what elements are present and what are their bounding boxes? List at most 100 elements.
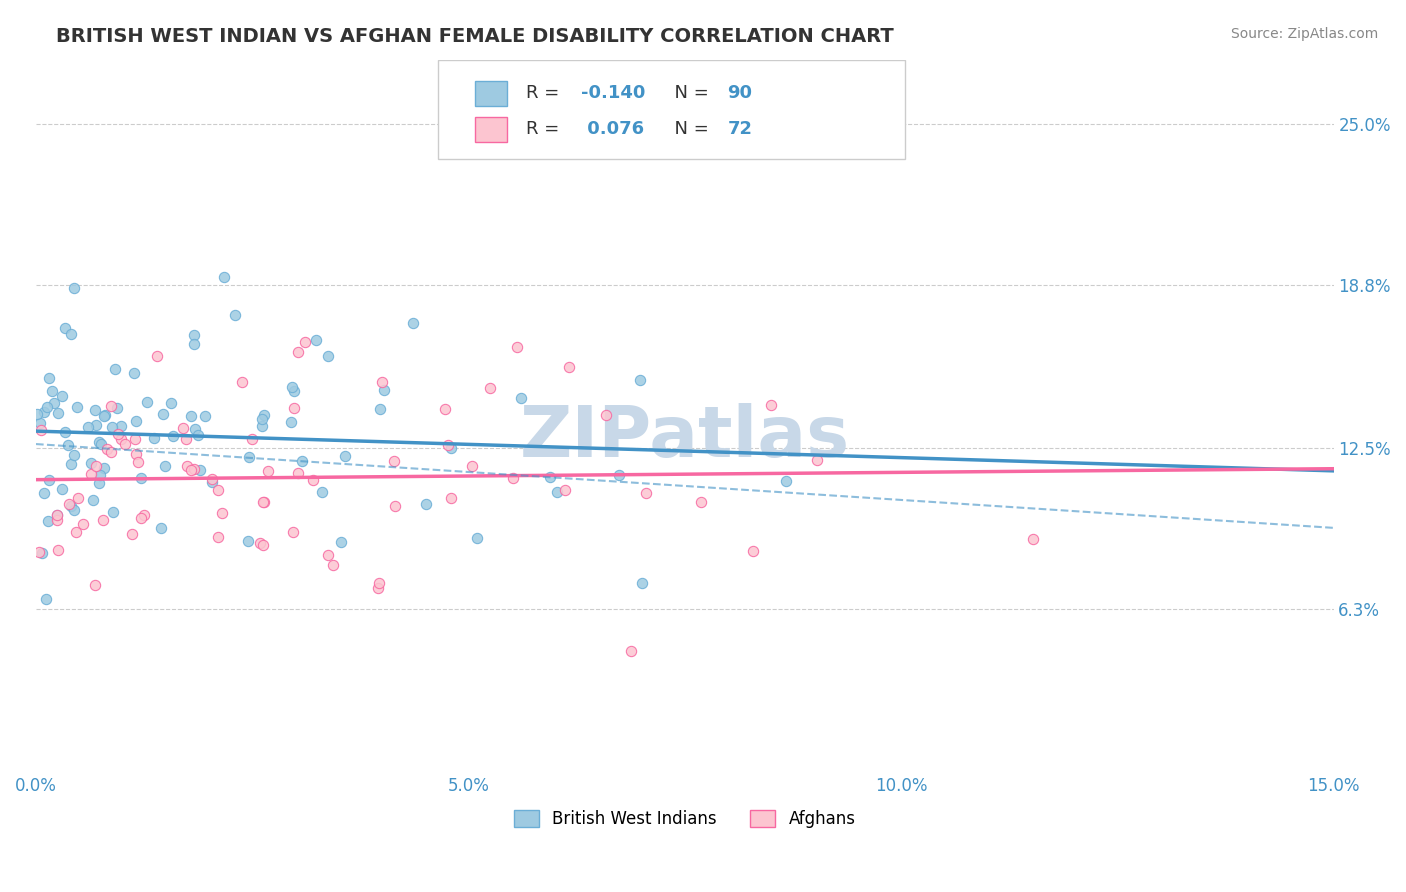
Point bbox=[371, 375, 394, 389]
Point bbox=[84, 417, 107, 432]
Point bbox=[368, 576, 391, 591]
Point bbox=[129, 510, 152, 524]
Point bbox=[761, 398, 783, 412]
Point bbox=[502, 471, 524, 485]
Point bbox=[91, 513, 114, 527]
Point bbox=[90, 436, 112, 450]
Point bbox=[302, 473, 325, 487]
FancyBboxPatch shape bbox=[474, 81, 508, 106]
Point bbox=[48, 406, 70, 420]
Text: R =: R = bbox=[526, 85, 565, 103]
Point bbox=[238, 450, 260, 464]
Point bbox=[31, 546, 53, 560]
Point bbox=[250, 412, 273, 426]
Point bbox=[127, 454, 149, 468]
Point bbox=[87, 434, 110, 449]
Point bbox=[287, 467, 309, 481]
Point bbox=[207, 483, 229, 497]
Point bbox=[110, 432, 132, 446]
Point bbox=[100, 444, 122, 458]
Point bbox=[122, 366, 145, 380]
Point bbox=[283, 525, 305, 540]
Point bbox=[231, 375, 253, 389]
Point bbox=[93, 409, 115, 424]
Point bbox=[89, 468, 111, 483]
Point bbox=[107, 426, 129, 441]
Text: N =: N = bbox=[662, 120, 714, 138]
Point bbox=[207, 530, 229, 544]
Point bbox=[41, 384, 63, 398]
Point bbox=[224, 308, 246, 322]
Point bbox=[249, 536, 271, 550]
Point bbox=[554, 483, 576, 497]
Point bbox=[152, 407, 174, 421]
Point bbox=[37, 514, 59, 528]
Point bbox=[93, 461, 115, 475]
Point bbox=[465, 531, 488, 545]
Point bbox=[690, 495, 713, 509]
Point bbox=[281, 379, 304, 393]
Point bbox=[60, 499, 83, 513]
Point bbox=[250, 419, 273, 434]
Point bbox=[42, 396, 65, 410]
Point bbox=[440, 441, 463, 455]
Point bbox=[557, 360, 579, 375]
Point bbox=[183, 337, 205, 351]
Point bbox=[59, 327, 82, 342]
Point bbox=[187, 428, 209, 442]
Point bbox=[253, 408, 276, 422]
Point bbox=[132, 508, 155, 522]
Point bbox=[172, 421, 194, 435]
Point bbox=[283, 401, 305, 415]
Point bbox=[382, 453, 405, 467]
Point bbox=[373, 383, 395, 397]
Point bbox=[72, 516, 94, 531]
Point bbox=[51, 389, 73, 403]
Point bbox=[32, 405, 55, 419]
Point bbox=[634, 486, 657, 500]
Point bbox=[176, 432, 198, 446]
Text: -0.140: -0.140 bbox=[581, 85, 645, 103]
Point bbox=[322, 558, 344, 573]
Point bbox=[46, 513, 69, 527]
Point bbox=[252, 494, 274, 508]
Point bbox=[311, 485, 333, 500]
Point bbox=[28, 416, 51, 430]
Point bbox=[80, 456, 103, 470]
Point bbox=[62, 281, 84, 295]
Point bbox=[96, 442, 118, 457]
Point bbox=[806, 453, 828, 467]
FancyBboxPatch shape bbox=[439, 60, 905, 160]
Point bbox=[291, 454, 314, 468]
Point bbox=[506, 340, 529, 354]
Point bbox=[461, 459, 484, 474]
Point bbox=[211, 507, 233, 521]
Point bbox=[53, 321, 76, 335]
Point bbox=[180, 463, 202, 477]
Point bbox=[149, 521, 172, 535]
Point bbox=[135, 395, 157, 409]
Point bbox=[76, 419, 98, 434]
Point bbox=[100, 399, 122, 413]
Point bbox=[183, 462, 205, 476]
Point bbox=[194, 409, 217, 424]
Point bbox=[105, 401, 128, 416]
Point bbox=[478, 381, 501, 395]
Point bbox=[35, 591, 58, 606]
Point bbox=[238, 534, 260, 549]
Point bbox=[38, 473, 60, 487]
Point bbox=[153, 459, 176, 474]
Point bbox=[101, 420, 124, 434]
Point bbox=[59, 457, 82, 471]
Point bbox=[402, 317, 425, 331]
Point bbox=[32, 486, 55, 500]
Text: N =: N = bbox=[662, 85, 714, 103]
Point bbox=[143, 431, 166, 445]
Point bbox=[129, 471, 152, 485]
Point bbox=[63, 449, 86, 463]
Point bbox=[188, 463, 211, 477]
Point bbox=[538, 470, 561, 484]
Point bbox=[125, 414, 148, 428]
Text: 90: 90 bbox=[727, 85, 752, 103]
Point bbox=[66, 400, 89, 414]
